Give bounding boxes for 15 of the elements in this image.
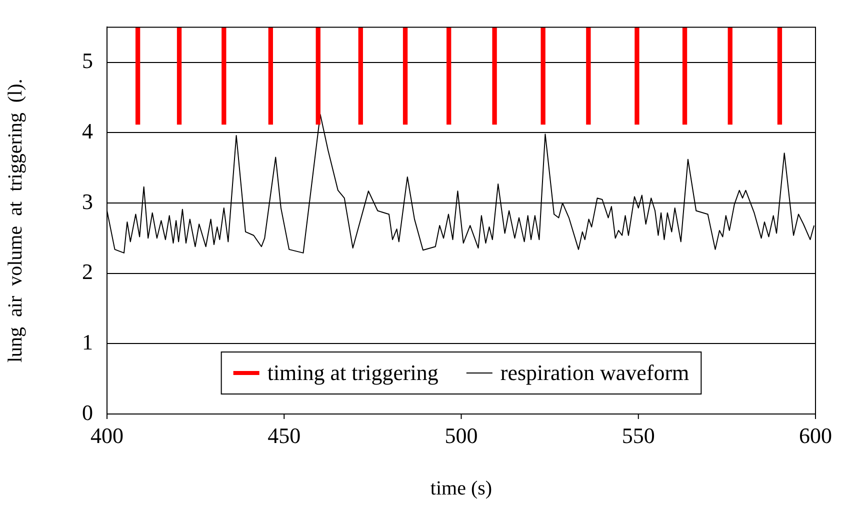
y-tick-label: 3	[82, 188, 93, 214]
y-tick-label: 1	[82, 329, 93, 354]
x-tick-label: 450	[268, 422, 301, 448]
y-axis-title: lung air volume at triggering (l).	[4, 78, 26, 363]
x-tick-label: 400	[90, 422, 124, 448]
y-tick-label: 5	[82, 48, 93, 74]
x-tick-label: 550	[622, 422, 655, 448]
x-tick-label: 500	[444, 422, 478, 448]
x-axis-title: time (s)	[430, 477, 492, 500]
x-tick-label: 600	[799, 422, 832, 448]
legend-label: timing at triggering	[267, 360, 438, 385]
legend-label: respiration waveform	[500, 360, 690, 385]
y-tick-label: 2	[82, 259, 93, 284]
y-tick-label: 4	[82, 118, 93, 144]
y-tick-label: 0	[82, 400, 93, 425]
